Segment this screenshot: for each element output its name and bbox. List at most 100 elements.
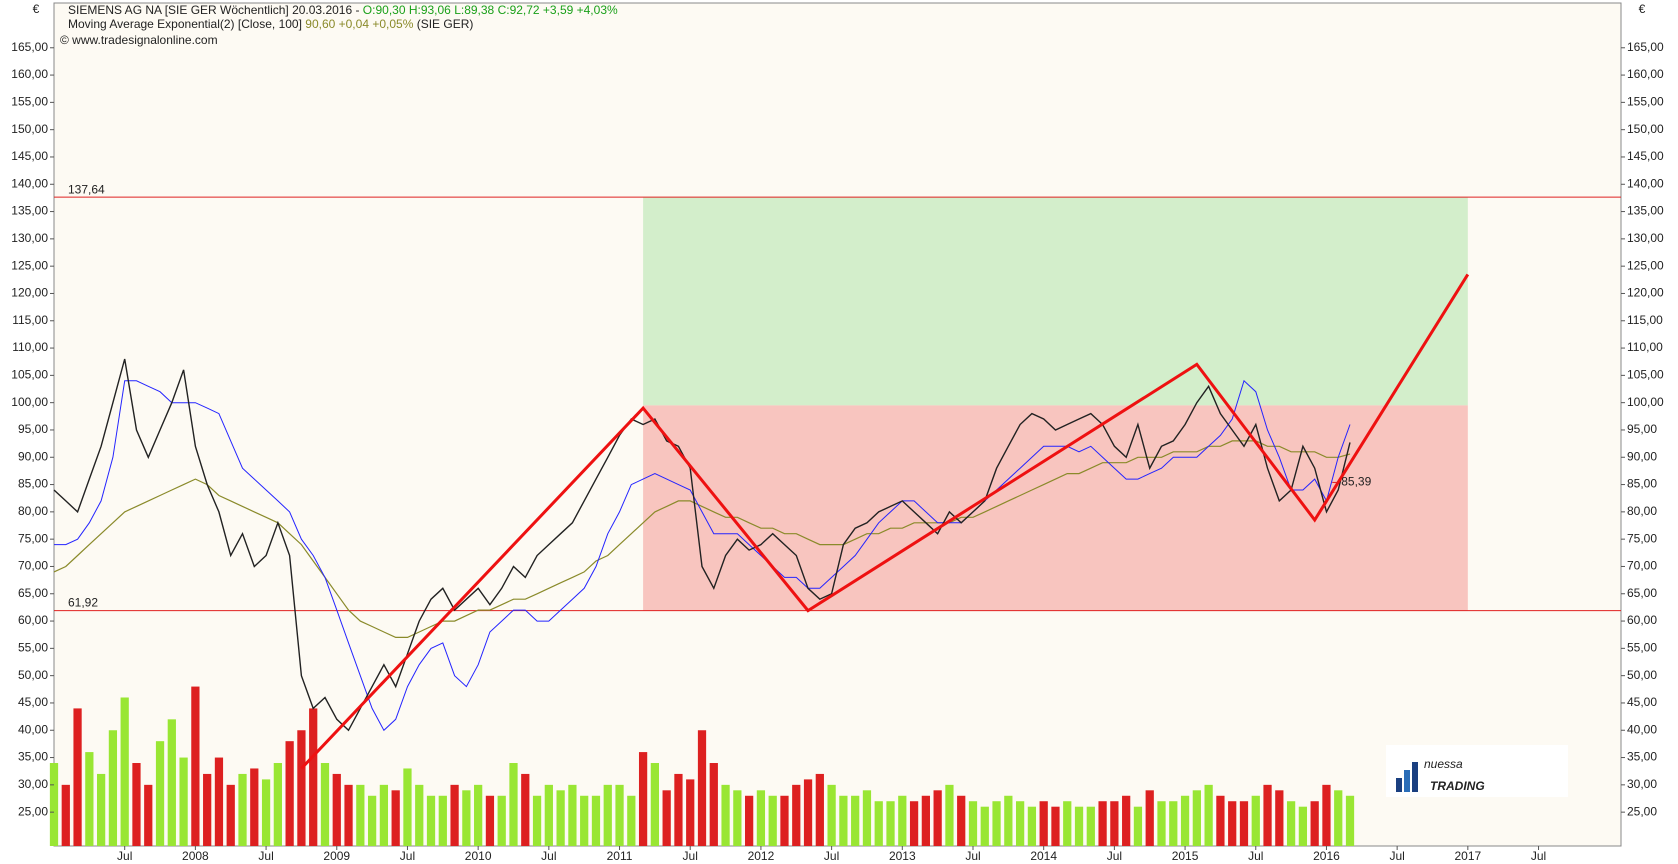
instrument: SIEMENS AG NA [SIE GER Wöchentlich] 20.0… [68,3,363,17]
x-tick-label: Jul [400,849,415,863]
x-tick-label: Jul [117,849,132,863]
volume-bar [415,784,424,846]
volume-bar [580,795,589,846]
y-tick-label: 90,00 [1627,449,1657,463]
x-tick-label: 2008 [182,849,209,863]
y-tick-label: 100,00 [11,395,48,409]
volume-bar [909,801,919,846]
pattern-line [300,273,1470,770]
volume-bar [674,773,683,846]
y-tick-label: 120,00 [11,286,48,300]
volume-bar [191,686,200,846]
y-tick-label: 40,00 [1627,722,1657,736]
volume-bar [426,795,436,846]
x-tick-label: Jul [824,849,839,863]
volume-bar [1310,801,1319,846]
volume-bar [1098,801,1107,846]
volume-bar [462,790,471,846]
volume-bar [167,719,176,846]
quote: O:90,30 H:93,06 L:89,38 C:92,72 +3,59 +4… [363,3,618,17]
y-tick-label: 45,00 [1627,695,1657,709]
volume-bar [745,795,754,846]
volume-bar [1169,801,1178,846]
logo-top: nuessa [1424,757,1463,771]
y-tick-label: 125,00 [1627,258,1664,272]
indicator: Moving Average Exponential(2) [Close, 10… [68,17,305,31]
x-tick-label: 2015 [1172,849,1199,863]
volume-bar [1039,801,1048,846]
volume-bar [957,795,966,846]
y-tick-label: 165,00 [1627,40,1664,54]
volume-bar [1051,806,1060,846]
volume-bar [155,741,165,846]
volume-bar [344,784,353,846]
y-tick-label: 50,00 [1627,668,1657,682]
volume-bar [474,784,483,846]
x-tick-label: 2014 [1030,849,1057,863]
y-tick-label: 95,00 [1627,422,1657,436]
volume-bar [379,784,389,846]
series-line [53,358,1351,732]
y-tick-label: 85,00 [18,477,48,491]
volume-bar [827,784,836,846]
y-tick-label: 110,00 [1627,340,1663,354]
series-line [53,440,1351,638]
volume-bar [179,757,188,846]
y-tick-label: 70,00 [1627,559,1657,573]
volume-bar [1228,801,1237,846]
volume-bar [815,773,824,846]
currency-left: € [33,2,40,16]
volume-bar [1345,795,1355,846]
volume-bar [874,801,883,846]
volume-bar [968,801,978,846]
header-line: SIEMENS AG NA [SIE GER Wöchentlich] 20.0… [68,3,618,17]
y-tick-label: 35,00 [18,750,48,764]
volume-bar [214,757,224,846]
volume-bar [768,795,777,846]
y-tick-label: 85,00 [1627,477,1657,491]
volume-bar [85,752,94,846]
volume-bar [438,795,447,846]
volume-bar [1286,801,1296,846]
y-tick-label: 130,00 [1627,231,1664,245]
y-tick-label: 140,00 [11,176,48,190]
volume-bar [120,697,129,846]
volume-bar [332,773,341,846]
volume-bar [803,779,813,846]
volume-bar [1074,806,1084,846]
volume-bar [450,784,459,846]
volume-bar [839,795,848,846]
volume-bar [1015,801,1025,846]
y-tick-label: 35,00 [1627,750,1657,764]
volume-bar [391,790,400,846]
volume-bar [662,790,671,846]
currency-right: € [1639,2,1646,16]
volume-bar [615,784,624,846]
y-tick-label: 105,00 [1627,368,1664,382]
y-tick-label: 105,00 [11,368,48,382]
volume-bar [945,784,954,846]
source: © www.tradesignalonline.com [60,33,218,47]
y-tick-label: 70,00 [18,559,48,573]
volume-bar [238,773,247,846]
volume-bar [521,773,530,846]
x-tick-label: Jul [258,849,273,863]
y-tick-label: 25,00 [18,804,48,818]
volume-bar [933,790,942,846]
volume-bar [1063,801,1072,846]
y-tick-label: 145,00 [11,149,48,163]
volume-bar [980,806,989,846]
y-tick-label: 150,00 [1627,122,1664,136]
zone [643,405,1468,611]
volume-bar [1004,795,1013,846]
volume-bar [261,779,271,846]
header-line: Moving Average Exponential(2) [Close, 10… [68,17,473,31]
y-tick-label: 140,00 [1627,176,1664,190]
y-tick-label: 55,00 [18,641,48,655]
x-tick-label: Jul [1531,849,1546,863]
level-label: 61,92 [68,596,98,610]
volume-bar [709,763,718,846]
volume-bar [1157,801,1166,846]
y-tick-label: 55,00 [1627,641,1657,655]
